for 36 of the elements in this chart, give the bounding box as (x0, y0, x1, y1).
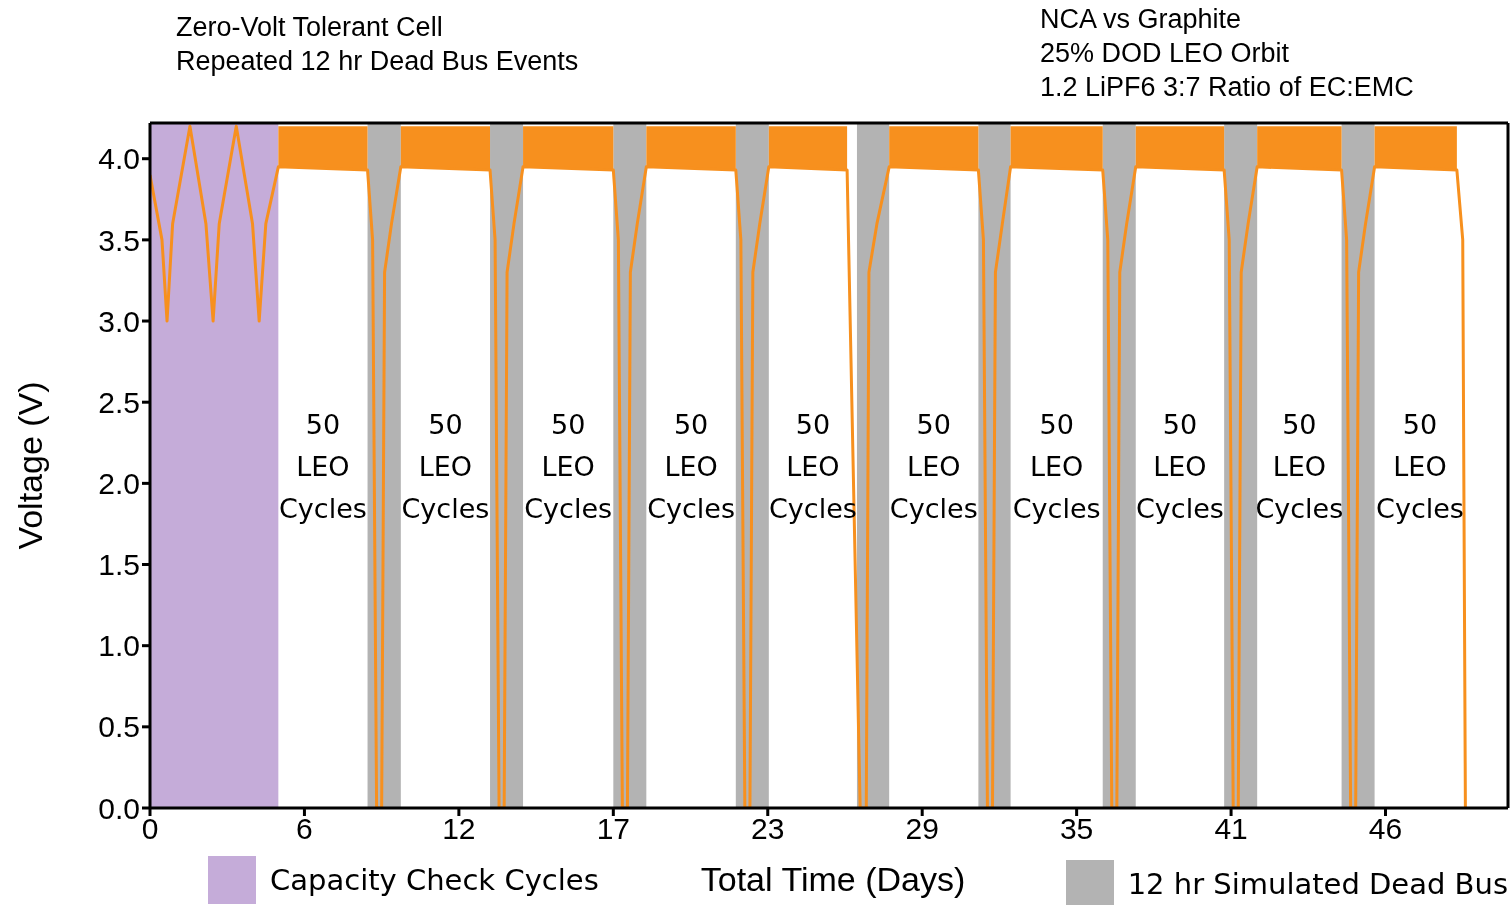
text: NCA vs Graphite (1040, 3, 1243, 36)
y-axis-title: Voltage (V) (11, 381, 49, 550)
chart-subtitle: Repeated 12 hr Dead Bus Events (176, 45, 579, 78)
legend-label: Capacity Check Cycles (270, 863, 599, 897)
annotation: 50 LEO Cycles (1136, 408, 1224, 524)
y-tick-label: 1.0 (98, 629, 140, 663)
y-tick-label: 0.5 (98, 710, 140, 744)
x-tick-label: 46 (1368, 812, 1403, 846)
y-tick-label: 3.0 (98, 304, 140, 338)
annotation: 50 LEO Cycles (1255, 408, 1344, 524)
x-tick-label: 6 (296, 812, 313, 846)
annotation: 50 LEO Cycles (524, 408, 613, 524)
annotation: 50 LEO Cycles (889, 408, 978, 524)
x-tick-label: 35 (1059, 812, 1094, 846)
x-tick-label: 29 (905, 812, 939, 846)
x-tick-label: 23 (751, 812, 785, 846)
y-tick-label: 3.5 (98, 223, 140, 257)
annotation: 50 LEO Cycles (401, 408, 490, 524)
annotation: 50 LEO Cycles (1012, 408, 1101, 524)
y-tick-label: 4.0 (98, 142, 140, 176)
annotation: 50 LEO Cycles (647, 408, 735, 524)
x-tick-label: 41 (1214, 812, 1248, 846)
chart-title: Zero-Volt Tolerant Cell (176, 11, 444, 44)
x-tick-label: 17 (596, 812, 631, 846)
y-tick-label: 2.0 (98, 467, 140, 501)
y-tick-label: 2.5 (98, 385, 140, 419)
text: 1.2 LiPF6 3:7 Ratio of EC:EMC (1040, 71, 1414, 104)
annotation: 50 LEO Cycles (1376, 408, 1464, 524)
text: 25% DOD LEO Orbit (1040, 37, 1291, 70)
y-tick-label: 0.0 (98, 791, 140, 825)
annotation: 50 LEO Cycles (279, 408, 367, 524)
legend-label: 12 hr Simulated Dead Bus (1127, 867, 1508, 901)
x-axis-title: Total Time (Days) (700, 860, 966, 898)
y-tick-label: 1.5 (98, 548, 140, 582)
x-tick-label: 0 (141, 812, 159, 846)
x-tick-label: 12 (442, 812, 476, 846)
